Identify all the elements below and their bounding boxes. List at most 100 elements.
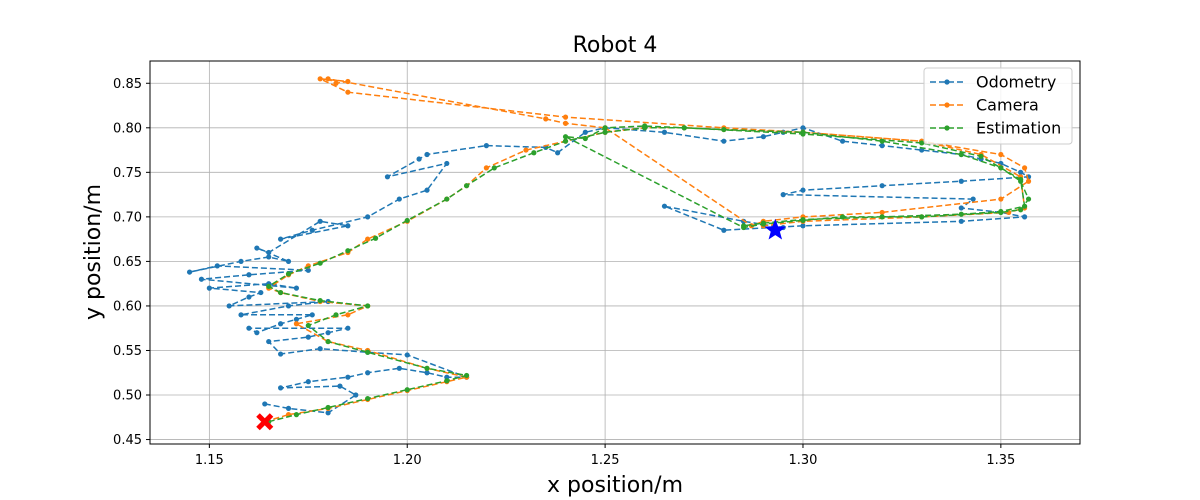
- data-point: [800, 187, 806, 193]
- data-point: [444, 160, 450, 167]
- data-point: [1021, 165, 1028, 171]
- data-point: [919, 214, 925, 220]
- legend-label: Estimation: [976, 119, 1061, 138]
- data-point: [780, 192, 786, 198]
- y-tick-label: 0.50: [113, 389, 142, 404]
- data-point: [879, 143, 885, 149]
- data-point: [919, 140, 925, 146]
- start-marker-cross: [256, 413, 274, 431]
- data-point: [325, 76, 331, 82]
- legend-item-estimation: Estimation: [930, 119, 1061, 138]
- data-point: [531, 150, 537, 156]
- x-tick-label: 1.15: [195, 453, 224, 468]
- data-point: [325, 410, 331, 416]
- legend-item-camera: Camera: [930, 96, 1039, 115]
- data-point: [582, 135, 588, 142]
- legend-box: [923, 67, 1073, 145]
- y-tick-label: 0.80: [113, 121, 142, 136]
- data-point: [1021, 203, 1028, 209]
- data-point: [246, 294, 252, 300]
- data-point: [562, 120, 569, 126]
- data-point: [661, 129, 668, 135]
- data-point: [262, 401, 268, 407]
- data-point: [396, 196, 402, 202]
- data-point: [345, 78, 351, 85]
- data-point: [760, 134, 767, 140]
- data-point: [266, 254, 272, 260]
- data-point: [491, 165, 497, 171]
- data-point: [562, 114, 569, 120]
- data-point: [317, 297, 323, 304]
- data-point: [562, 134, 569, 140]
- data-point: [214, 263, 220, 269]
- data-point: [277, 321, 284, 327]
- data-point: [998, 208, 1004, 215]
- data-point: [266, 249, 272, 256]
- data-point: [317, 260, 323, 266]
- data-point: [305, 334, 311, 340]
- data-point: [345, 312, 351, 318]
- data-point: [1021, 214, 1028, 220]
- x-axis-ticks: 1.15 1.20 1.25 1.30 1.35: [195, 444, 1015, 468]
- data-point: [1018, 169, 1024, 175]
- data-point: [958, 218, 964, 224]
- data-point: [293, 321, 300, 327]
- data-point: [800, 223, 806, 229]
- data-point: [1018, 207, 1024, 213]
- data-point: [562, 138, 569, 144]
- legend-label: Camera: [976, 96, 1039, 115]
- data-point: [293, 412, 300, 418]
- data-point: [246, 272, 252, 278]
- data-point: [285, 258, 292, 265]
- data-point: [345, 248, 351, 254]
- data-point: [998, 151, 1004, 158]
- x-axis-title: x position/m: [547, 473, 683, 498]
- y-tick-label: 0.65: [113, 255, 142, 270]
- data-point: [958, 151, 964, 158]
- data-point: [325, 330, 331, 336]
- data-point: [998, 196, 1004, 202]
- data-point: [277, 289, 284, 296]
- data-point: [463, 372, 470, 379]
- y-tick-label: 0.45: [113, 433, 142, 448]
- data-point: [198, 276, 205, 282]
- data-point: [1025, 178, 1032, 184]
- legend-marker: [944, 102, 950, 108]
- data-point: [404, 217, 410, 224]
- data-point: [998, 165, 1004, 171]
- data-point: [333, 312, 339, 318]
- data-point: [444, 196, 450, 202]
- data-point: [463, 183, 470, 189]
- y-axis-title: y position/m: [81, 184, 106, 320]
- data-point: [254, 330, 260, 336]
- legend-item-odometry: Odometry: [930, 73, 1056, 92]
- data-point: [285, 271, 292, 277]
- data-point: [879, 183, 885, 189]
- data-point: [309, 312, 315, 318]
- y-tick-label: 0.55: [113, 344, 142, 359]
- data-point: [337, 383, 343, 389]
- data-point: [661, 203, 668, 209]
- data-point: [285, 303, 292, 309]
- data-point: [226, 303, 232, 309]
- x-tick-label: 1.20: [393, 453, 422, 468]
- data-point: [258, 289, 264, 296]
- data-point: [365, 303, 371, 309]
- data-point: [246, 325, 252, 331]
- data-point: [345, 89, 351, 95]
- series-estimation: [266, 123, 1032, 425]
- data-point: [721, 126, 727, 133]
- data-point: [353, 392, 359, 398]
- data-point: [317, 218, 323, 224]
- data-point: [483, 143, 489, 149]
- data-point: [1025, 196, 1032, 202]
- data-point: [543, 116, 549, 122]
- data-point: [424, 370, 430, 376]
- data-point: [206, 285, 212, 291]
- y-tick-label: 0.70: [113, 210, 142, 225]
- data-point: [277, 236, 284, 242]
- data-point: [325, 338, 331, 345]
- x-tick-label: 1.30: [789, 453, 818, 468]
- data-point: [404, 387, 410, 393]
- plot-series: [186, 76, 1032, 425]
